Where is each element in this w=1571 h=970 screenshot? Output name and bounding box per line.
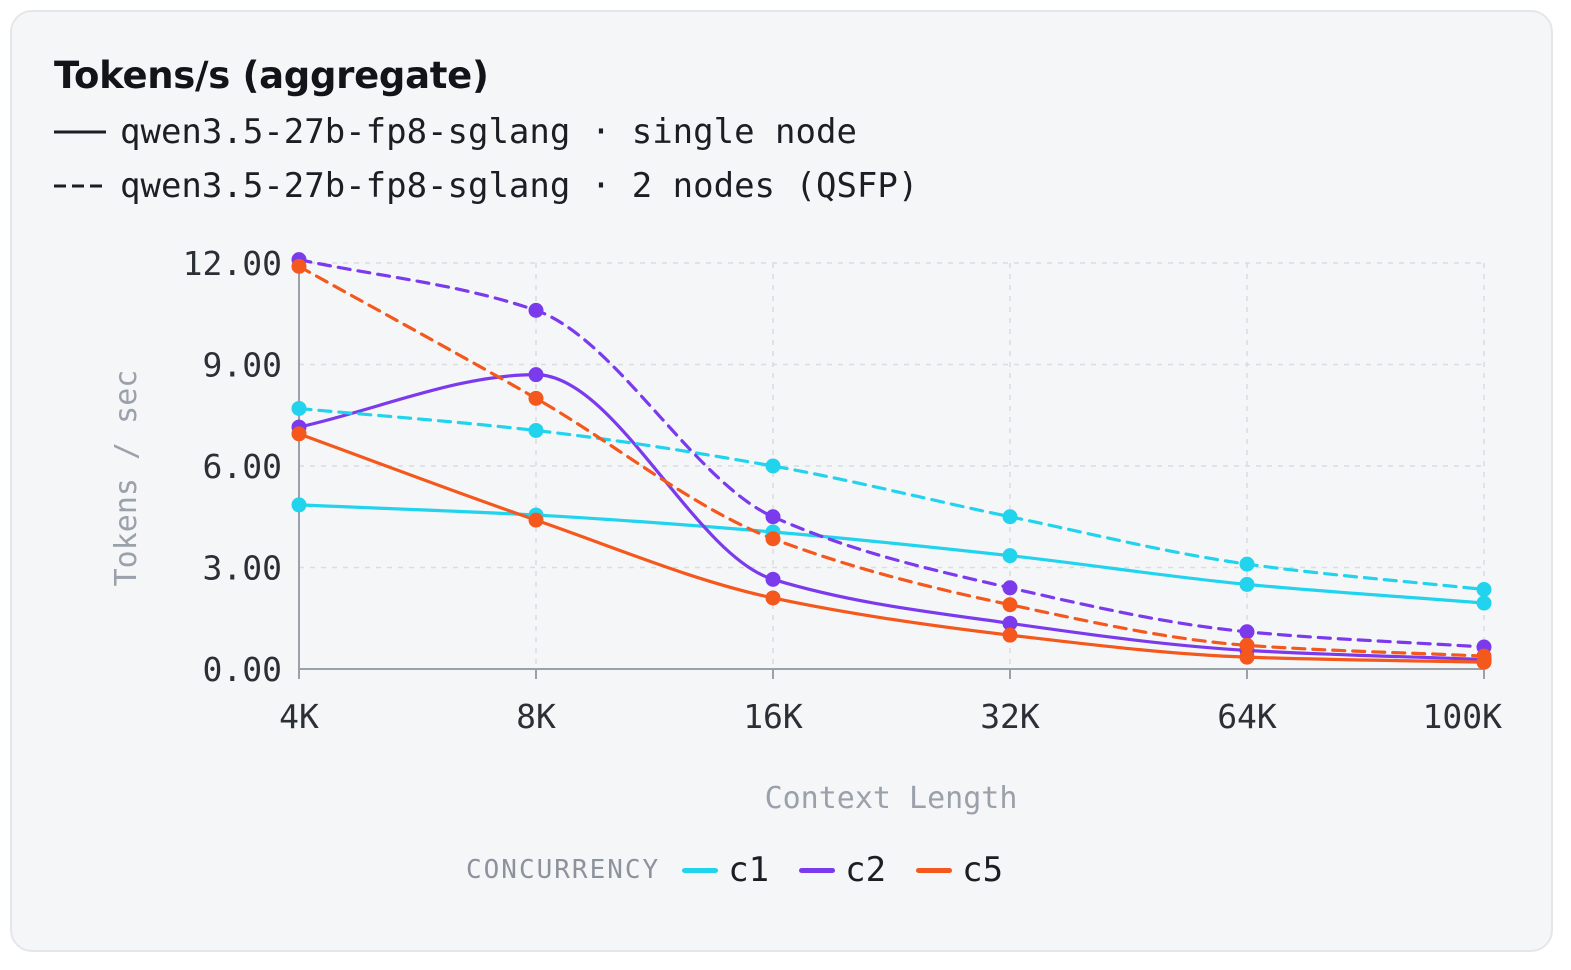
y-tick-label-3: 9.00	[203, 346, 282, 385]
point-c5-solid-8K	[528, 512, 544, 528]
x-tick-label-1: 8K	[516, 697, 556, 736]
y-tick-labels: 0.00 3.00 6.00 9.00 12.00	[183, 244, 282, 689]
line-style-key-dashed: qwen3.5-27b-fp8-sglang · 2 nodes (QSFP)	[52, 166, 918, 206]
point-c5-dashed-16K	[765, 531, 781, 547]
grid-lines	[299, 262, 1485, 669]
axes	[298, 262, 1484, 670]
series-line-c2-solid	[297, 373, 1486, 662]
point-c1-dashed-8K	[528, 422, 544, 438]
point-c5-solid-64K	[1239, 649, 1255, 665]
point-c2-dashed-16K	[765, 509, 781, 525]
point-c5-dashed-32K	[1002, 597, 1018, 613]
legend-swatch-c2	[799, 867, 836, 873]
legend-item-c5[interactable]: c5	[916, 850, 1003, 890]
legend-item-c2[interactable]: c2	[799, 850, 886, 890]
y-tick-label-0: 0.00	[203, 650, 282, 689]
solid-line-icon	[54, 130, 106, 134]
point-c5-dashed-8K	[528, 390, 544, 406]
legend-label-c1: c1	[728, 850, 770, 890]
point-c1-solid-4K	[291, 497, 307, 513]
point-c1-dashed-16K	[765, 458, 781, 474]
y-tick-label-2: 6.00	[203, 447, 282, 486]
point-c1-solid-32K	[1002, 548, 1018, 564]
point-c1-dashed-64K	[1239, 556, 1255, 572]
point-c2-dashed-64K	[1239, 624, 1255, 640]
chart-card	[10, 10, 1553, 952]
point-c5-dashed-100K	[1476, 648, 1492, 664]
legend-label-c2: c2	[845, 850, 887, 890]
point-c5-dashed-4K	[291, 258, 307, 274]
point-c2-solid-16K	[765, 571, 781, 587]
point-c1-solid-100K	[1476, 595, 1492, 611]
dashed-line-icon	[54, 184, 106, 188]
point-c1-dashed-32K	[1002, 509, 1018, 525]
point-c1-solid-64K	[1239, 576, 1255, 592]
point-c2-solid-32K	[1002, 615, 1018, 631]
x-tick-labels: 4K 8K 16K 32K 64K 100K	[279, 669, 1502, 736]
legend: CONCURRENCY c1 c2 c5	[466, 848, 1033, 892]
y-tick-label-1: 3.00	[203, 549, 282, 588]
y-tick-label-4: 12.00	[183, 244, 282, 283]
chart-title: Tokens/s (aggregate)	[54, 54, 489, 97]
point-c2-dashed-32K	[1002, 580, 1018, 596]
legend-label-c5: c5	[962, 850, 1004, 890]
series-lines	[297, 258, 1486, 664]
x-tick-label-3: 32K	[980, 697, 1040, 736]
x-tick-label-2: 16K	[743, 697, 803, 736]
point-c1-dashed-4K	[291, 400, 307, 416]
series-points	[291, 252, 1492, 670]
point-c1-dashed-100K	[1476, 581, 1492, 597]
series-line-c1-dashed	[297, 406, 1486, 592]
point-c2-dashed-8K	[528, 302, 544, 318]
legend-title: CONCURRENCY	[466, 855, 661, 885]
x-tick-label-0: 4K	[279, 697, 319, 736]
x-tick-label-5: 100K	[1423, 697, 1503, 736]
y-axis-label: Tokens / sec	[109, 370, 144, 587]
point-c5-solid-16K	[765, 590, 781, 606]
point-c5-dashed-64K	[1239, 637, 1255, 653]
series-line-c5-solid	[297, 432, 1486, 664]
line-style-key-solid-label: qwen3.5-27b-fp8-sglang · single node	[120, 112, 857, 152]
point-c5-solid-32K	[1002, 627, 1018, 643]
line-style-key-dashed-label: qwen3.5-27b-fp8-sglang · 2 nodes (QSFP)	[120, 166, 919, 206]
series-line-c1-solid	[297, 503, 1486, 605]
point-c2-solid-8K	[528, 367, 544, 383]
legend-item-c1[interactable]: c1	[682, 850, 769, 890]
point-c5-solid-4K	[291, 426, 307, 442]
x-tick-label-4: 64K	[1217, 697, 1277, 736]
x-axis-label: Context Length	[765, 781, 1018, 816]
legend-swatch-c1	[682, 867, 719, 873]
legend-swatch-c5	[916, 867, 953, 873]
series-line-c5-dashed	[297, 264, 1486, 658]
series-line-c2-dashed	[297, 258, 1486, 649]
line-style-key-solid: qwen3.5-27b-fp8-sglang · single node	[52, 112, 857, 152]
